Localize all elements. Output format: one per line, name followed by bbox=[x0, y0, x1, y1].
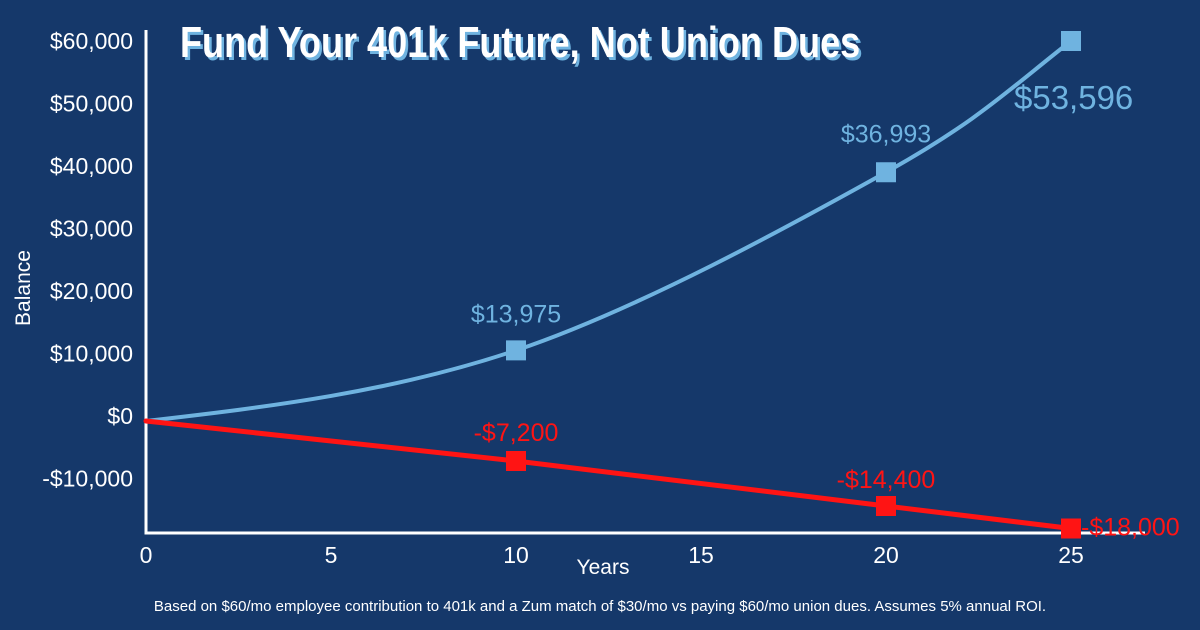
data-label-union-dues: -$7,200 bbox=[474, 419, 559, 447]
x-tick-label: 20 bbox=[873, 542, 899, 568]
data-label-union-dues: -$14,400 bbox=[837, 466, 936, 494]
y-tick-label: $30,000 bbox=[50, 216, 133, 242]
marker-401k bbox=[1061, 31, 1081, 51]
data-label-401k: $53,596 bbox=[1014, 79, 1133, 116]
data-label-401k: $36,993 bbox=[841, 120, 931, 148]
x-tick-label: 5 bbox=[325, 542, 338, 568]
y-tick-label: $20,000 bbox=[50, 278, 133, 304]
series-line-401k bbox=[144, 39, 1073, 423]
x-tick-label: 0 bbox=[140, 542, 153, 568]
x-tick-label: 25 bbox=[1058, 542, 1084, 568]
data-label-union-dues: -$18,000 bbox=[1081, 514, 1180, 542]
x-axis-label: Years bbox=[576, 556, 630, 579]
y-tick-label: -$10,000 bbox=[42, 466, 133, 492]
chart-footnote: Based on $60/mo employee contribution to… bbox=[153, 598, 1047, 615]
y-tick-label: $40,000 bbox=[50, 153, 133, 179]
y-axis-label: Balance bbox=[12, 250, 35, 326]
marker-union-dues bbox=[876, 496, 896, 516]
series-line-union-dues bbox=[143, 418, 1074, 531]
data-label-401k: $13,975 bbox=[471, 300, 561, 328]
marker-union-dues bbox=[1061, 518, 1081, 539]
y-tick-label: $50,000 bbox=[50, 91, 133, 117]
marker-union-dues bbox=[506, 451, 526, 471]
y-tick-label: $10,000 bbox=[50, 341, 133, 367]
y-tick-label: $60,000 bbox=[50, 28, 133, 54]
chart-title: Fund Your 401k Future, Not Union Dues bbox=[180, 18, 861, 67]
marker-401k bbox=[506, 340, 526, 361]
x-tick-label: 15 bbox=[688, 542, 714, 568]
marker-401k bbox=[876, 162, 896, 183]
x-tick-label: 10 bbox=[503, 542, 529, 568]
y-tick-label: $0 bbox=[107, 403, 133, 429]
